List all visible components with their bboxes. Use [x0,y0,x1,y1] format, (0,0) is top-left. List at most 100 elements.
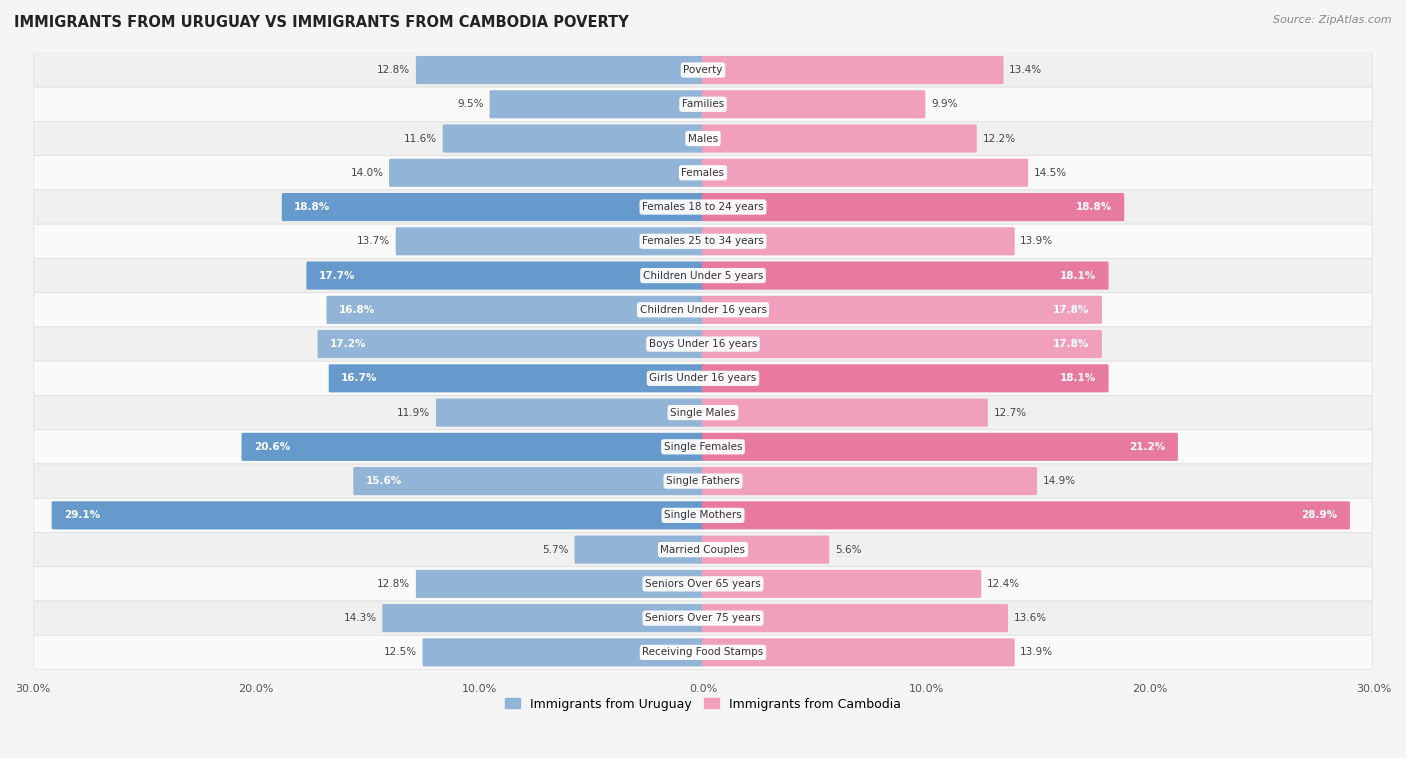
FancyBboxPatch shape [34,87,1372,121]
Text: 21.2%: 21.2% [1129,442,1166,452]
Text: 12.7%: 12.7% [994,408,1026,418]
Text: Families: Families [682,99,724,109]
Text: 13.6%: 13.6% [1014,613,1046,623]
Text: 14.9%: 14.9% [1043,476,1076,486]
FancyBboxPatch shape [34,155,1372,190]
Legend: Immigrants from Uruguay, Immigrants from Cambodia: Immigrants from Uruguay, Immigrants from… [501,693,905,716]
Text: 18.8%: 18.8% [1076,202,1112,212]
Text: 11.6%: 11.6% [404,133,437,143]
FancyBboxPatch shape [389,158,704,186]
Text: 16.8%: 16.8% [339,305,375,315]
Text: Females 25 to 34 years: Females 25 to 34 years [643,236,763,246]
FancyBboxPatch shape [423,638,704,666]
FancyBboxPatch shape [702,227,1015,255]
FancyBboxPatch shape [34,121,1372,155]
FancyBboxPatch shape [702,262,1108,290]
Text: 9.9%: 9.9% [931,99,957,109]
Text: 12.8%: 12.8% [377,579,411,589]
Text: Females 18 to 24 years: Females 18 to 24 years [643,202,763,212]
Text: 17.2%: 17.2% [330,339,366,349]
Text: Single Males: Single Males [671,408,735,418]
Text: 28.9%: 28.9% [1302,510,1337,520]
Text: 18.1%: 18.1% [1060,374,1097,384]
FancyBboxPatch shape [326,296,704,324]
Text: Seniors Over 75 years: Seniors Over 75 years [645,613,761,623]
FancyBboxPatch shape [34,224,1372,258]
Text: 18.8%: 18.8% [294,202,330,212]
Text: 5.7%: 5.7% [543,544,569,555]
FancyBboxPatch shape [353,467,704,495]
FancyBboxPatch shape [318,330,704,358]
Text: Children Under 5 years: Children Under 5 years [643,271,763,280]
Text: Receiving Food Stamps: Receiving Food Stamps [643,647,763,657]
FancyBboxPatch shape [436,399,704,427]
Text: 11.9%: 11.9% [398,408,430,418]
FancyBboxPatch shape [34,635,1372,669]
FancyBboxPatch shape [489,90,704,118]
FancyBboxPatch shape [307,262,704,290]
Text: 9.5%: 9.5% [457,99,484,109]
FancyBboxPatch shape [416,570,704,598]
FancyBboxPatch shape [52,501,704,529]
FancyBboxPatch shape [34,258,1372,293]
Text: 16.7%: 16.7% [342,374,377,384]
FancyBboxPatch shape [34,430,1372,464]
FancyBboxPatch shape [702,124,977,152]
FancyBboxPatch shape [34,601,1372,635]
Text: Males: Males [688,133,718,143]
Text: IMMIGRANTS FROM URUGUAY VS IMMIGRANTS FROM CAMBODIA POVERTY: IMMIGRANTS FROM URUGUAY VS IMMIGRANTS FR… [14,15,628,30]
Text: 12.5%: 12.5% [384,647,418,657]
FancyBboxPatch shape [702,365,1108,393]
FancyBboxPatch shape [34,327,1372,362]
Text: Single Mothers: Single Mothers [664,510,742,520]
FancyBboxPatch shape [34,396,1372,430]
Text: 13.9%: 13.9% [1021,647,1053,657]
FancyBboxPatch shape [575,536,704,564]
FancyBboxPatch shape [281,193,704,221]
Text: 17.8%: 17.8% [1053,339,1090,349]
FancyBboxPatch shape [702,56,1004,84]
FancyBboxPatch shape [34,532,1372,567]
FancyBboxPatch shape [329,365,704,393]
FancyBboxPatch shape [702,570,981,598]
FancyBboxPatch shape [702,604,1008,632]
FancyBboxPatch shape [702,158,1028,186]
FancyBboxPatch shape [34,190,1372,224]
Text: Single Females: Single Females [664,442,742,452]
Text: Single Fathers: Single Fathers [666,476,740,486]
Text: 14.0%: 14.0% [350,168,384,178]
FancyBboxPatch shape [416,56,704,84]
Text: 5.6%: 5.6% [835,544,862,555]
Text: Seniors Over 65 years: Seniors Over 65 years [645,579,761,589]
FancyBboxPatch shape [382,604,704,632]
FancyBboxPatch shape [34,362,1372,396]
FancyBboxPatch shape [34,293,1372,327]
Text: Married Couples: Married Couples [661,544,745,555]
FancyBboxPatch shape [702,638,1015,666]
FancyBboxPatch shape [443,124,704,152]
Text: 15.6%: 15.6% [366,476,402,486]
FancyBboxPatch shape [702,296,1102,324]
FancyBboxPatch shape [395,227,704,255]
Text: 14.3%: 14.3% [343,613,377,623]
FancyBboxPatch shape [702,399,988,427]
FancyBboxPatch shape [702,501,1350,529]
FancyBboxPatch shape [702,467,1038,495]
Text: 13.4%: 13.4% [1010,65,1042,75]
FancyBboxPatch shape [702,330,1102,358]
Text: 13.9%: 13.9% [1021,236,1053,246]
FancyBboxPatch shape [34,498,1372,532]
FancyBboxPatch shape [242,433,704,461]
FancyBboxPatch shape [702,536,830,564]
Text: 29.1%: 29.1% [63,510,100,520]
FancyBboxPatch shape [702,193,1125,221]
Text: 12.2%: 12.2% [983,133,1015,143]
Text: 14.5%: 14.5% [1033,168,1067,178]
Text: 17.7%: 17.7% [319,271,356,280]
Text: Poverty: Poverty [683,65,723,75]
Text: 17.8%: 17.8% [1053,305,1090,315]
Text: 12.8%: 12.8% [377,65,411,75]
FancyBboxPatch shape [702,90,925,118]
Text: 20.6%: 20.6% [254,442,290,452]
Text: 18.1%: 18.1% [1060,271,1097,280]
